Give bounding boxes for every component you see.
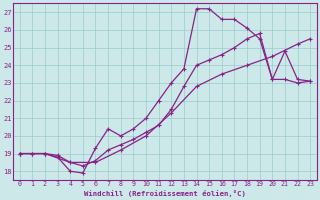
X-axis label: Windchill (Refroidissement éolien,°C): Windchill (Refroidissement éolien,°C) — [84, 190, 246, 197]
